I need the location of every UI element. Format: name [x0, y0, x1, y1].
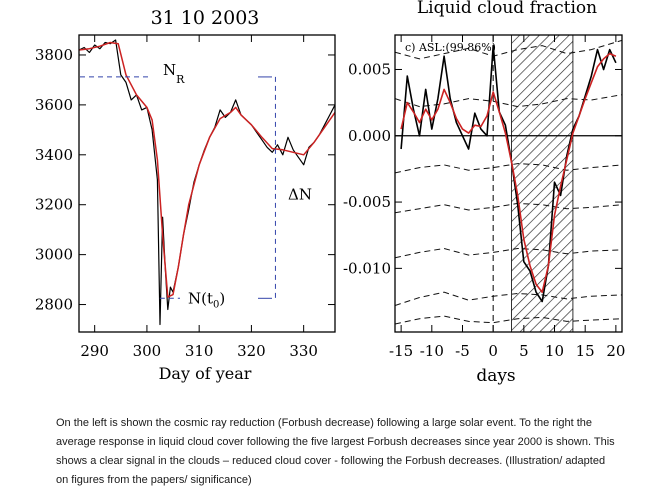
hatched-period	[511, 35, 574, 332]
right-series-line-0	[400, 44, 617, 303]
n-r-label-main: N	[163, 61, 176, 79]
confidence-band-line-4	[395, 247, 622, 259]
right-x-tick-label: -5	[455, 342, 470, 360]
left-plot-area	[79, 39, 335, 326]
left-x-tick-label: 320	[237, 342, 266, 360]
right-x-tick-label: 10	[545, 342, 564, 360]
right-x-tick-label: 20	[606, 342, 625, 360]
left-annotations: NR N(t0) ΔN	[80, 61, 312, 310]
n-t0-label-main: N(t	[188, 289, 213, 307]
left-plot-frame	[78, 34, 336, 333]
right-x-axis-label: days	[476, 366, 515, 386]
right-plot-frame	[394, 34, 623, 333]
confidence-band-line-3	[395, 202, 622, 214]
delta-n-label: ΔN	[288, 186, 312, 204]
left-y-tick-label: 3600	[35, 96, 73, 114]
confidence-band-line-6	[395, 315, 622, 325]
left-y-tick-label: 2800	[35, 296, 73, 314]
left-x-tick-label: 310	[185, 342, 214, 360]
right-y-tick-label: 0.005	[348, 60, 391, 78]
left-chart: 31 10 2003 NR N(t0) ΔN 290 300 310 320 330 2800…	[35, 7, 336, 383]
right-x-tick-label: -15	[389, 342, 413, 360]
left-series-line-1	[79, 41, 335, 298]
right-y-tick-label: 0.000	[348, 127, 391, 145]
left-x-tick-label: 290	[80, 342, 109, 360]
right-series-line-1	[400, 52, 617, 294]
figure-caption: On the left is shown the cosmic ray redu…	[56, 417, 615, 486]
left-chart-title: 31 10 2003	[151, 7, 260, 29]
right-x-tick-label: -10	[420, 342, 444, 360]
right-plot-area	[395, 35, 622, 332]
left-series-line-0	[79, 39, 335, 326]
left-y-tick-label: 3200	[35, 196, 73, 214]
right-y-tick-label: -0.010	[343, 259, 391, 277]
left-x-axis-label: Day of year	[159, 364, 252, 383]
left-y-tick-label: 3000	[35, 246, 73, 264]
n-t0-label-sub: 0	[213, 299, 219, 310]
confidence-band-line-5	[395, 291, 622, 306]
right-panel-label: c) ASL:(99.86%)	[405, 41, 496, 54]
n-t0-label: N(t0)	[188, 289, 225, 310]
left-axis-ticks: 290 300 310 320 330 2800 3000 3200 3400 3600 3800	[35, 35, 335, 360]
right-x-tick-label: 5	[519, 342, 529, 360]
n-r-label: NR	[163, 61, 185, 86]
confidence-band-line-1	[395, 94, 622, 108]
right-x-tick-label: 15	[576, 342, 595, 360]
right-chart-title: Liquid cloud fraction	[417, 0, 597, 18]
confidence-band-line-0	[395, 39, 622, 60]
n-r-label-sub: R	[176, 73, 185, 86]
figure-canvas: 31 10 2003 NRN(t0)ΔN 290 300 310 320 3302800…	[35, 0, 626, 386]
left-y-tick-label: 3400	[35, 146, 73, 164]
confidence-band-line-2	[395, 163, 622, 174]
right-axis-ticks: -15 -10 -5 0 5 10 15 20 0.005 0.000 -0.005 -0.010	[343, 35, 625, 360]
left-y-tick-label: 3800	[35, 46, 73, 64]
right-y-tick-label: -0.005	[343, 193, 391, 211]
right-chart: Liquid cloud fraction c) ASL:(99.86%) -1…	[343, 0, 625, 386]
left-x-tick-label: 330	[289, 342, 318, 360]
right-x-tick-label: 0	[488, 342, 498, 360]
left-x-tick-label: 300	[133, 342, 162, 360]
n-t0-label-close: )	[219, 289, 225, 307]
